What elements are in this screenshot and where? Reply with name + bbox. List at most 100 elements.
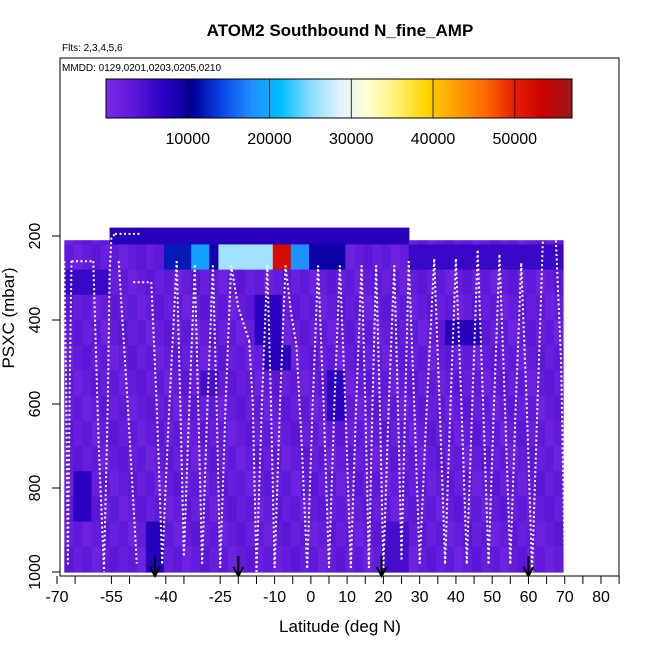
heatmap-cell (454, 446, 464, 472)
heatmap-cell (300, 294, 310, 321)
heatmap-cell (508, 395, 519, 422)
flight-track (520, 263, 534, 573)
heatmap-cell (173, 395, 183, 422)
heatmap-cell (254, 294, 265, 321)
heatmap-cell (499, 240, 510, 245)
heatmap-cell (118, 294, 129, 321)
heatmap-cell (227, 471, 238, 497)
heatmap-cell (327, 370, 337, 397)
heatmap-cell (436, 240, 446, 245)
heatmap-cell (236, 521, 247, 548)
heatmap-cell (82, 446, 93, 472)
heatmap-cell (209, 446, 219, 472)
heatmap-cell (227, 345, 238, 371)
heatmap-cell (182, 471, 192, 497)
heatmap-cell (218, 345, 229, 371)
heatmap-cell (553, 320, 564, 346)
flight-track (349, 265, 363, 568)
heatmap-cell (164, 521, 174, 548)
heatmap-cell (490, 521, 501, 548)
heatmap-cell (354, 546, 365, 573)
heatmap-cell (327, 521, 337, 548)
flight-track (393, 265, 403, 560)
heatmap-cell (300, 496, 310, 523)
dates-subtitle: MMDD: 0129,0201,0203,0205,0210 (62, 63, 221, 74)
heatmap-cell (109, 446, 120, 472)
heatmap-cell (408, 320, 419, 346)
heatmap-cell (445, 471, 455, 497)
heatmap-cell (91, 546, 102, 573)
heatmap-cell (508, 269, 519, 296)
heatmap-cell (109, 244, 120, 271)
flight-track (338, 265, 352, 568)
heatmap-cell (417, 446, 428, 472)
heatmap-cell (445, 320, 455, 346)
heatmap-cell (463, 471, 473, 497)
heatmap-cell (426, 471, 437, 497)
heatmap-cell (390, 546, 401, 573)
heatmap-cell (164, 395, 174, 422)
heatmap-cell (136, 496, 147, 523)
heatmap-cell (64, 269, 74, 296)
heatmap-cell (136, 471, 147, 497)
heatmap-cell (200, 320, 210, 346)
heatmap-cell (290, 320, 301, 346)
heatmap-cell (182, 395, 192, 422)
heatmap-cell (227, 420, 238, 447)
heatmap-cell (309, 471, 319, 497)
heatmap-cell (91, 496, 102, 523)
heatmap-cell (436, 370, 446, 397)
heatmap-cell (300, 471, 310, 497)
heatmap-cell (272, 294, 283, 321)
heatmap-cell (309, 446, 319, 472)
heatmap-cell (544, 395, 555, 422)
heatmap-cell (436, 395, 446, 422)
heatmap-cell (100, 521, 111, 548)
heatmap-cell (399, 294, 410, 321)
heatmap-cell (463, 320, 473, 346)
heatmap-cell (154, 227, 165, 245)
heatmap-cell (336, 496, 346, 523)
heatmap-cell (236, 227, 247, 245)
heatmap-cell (136, 395, 147, 422)
heatmap-cell (91, 420, 102, 447)
heatmap-cell (227, 546, 238, 573)
heatmap-cell (118, 244, 129, 271)
heatmap-cell (517, 320, 528, 346)
heatmap-cell (463, 269, 473, 296)
heatmap-cell (363, 227, 374, 245)
heatmap-cell (490, 496, 501, 523)
heatmap-cell (209, 496, 219, 523)
x-tick-label: 20 (375, 589, 393, 606)
heatmap-cell (118, 320, 129, 346)
heatmap-cell (508, 521, 519, 548)
heatmap-cell (372, 496, 383, 523)
heatmap-cell (408, 244, 419, 271)
heatmap-cell (445, 446, 455, 472)
heatmap-cell (281, 269, 292, 296)
heatmap-cell (218, 320, 229, 346)
heatmap-cell (254, 320, 265, 346)
heatmap-cell (463, 521, 473, 548)
heatmap-cell (73, 240, 83, 245)
heatmap-cell (408, 471, 419, 497)
heatmap-cell (399, 370, 410, 397)
heatmap-cell (526, 471, 537, 497)
heatmap-cell (426, 521, 437, 548)
heatmap-cell (209, 227, 219, 245)
heatmap-cell (408, 294, 419, 321)
heatmap-cell (354, 496, 365, 523)
heatmap-cell (136, 320, 147, 346)
heatmap-cell (73, 269, 83, 296)
heatmap-cell (426, 496, 437, 523)
heatmap-cell (82, 320, 93, 346)
heatmap-cell (517, 496, 528, 523)
heatmap-cell (399, 269, 410, 296)
heatmap-cell (82, 496, 93, 523)
heatmap-cell (363, 471, 374, 497)
heatmap-cell (109, 227, 120, 245)
heatmap-cell (399, 521, 410, 548)
heatmap-cell (399, 395, 410, 422)
heatmap-cell (417, 269, 428, 296)
heatmap-cell (182, 370, 192, 397)
